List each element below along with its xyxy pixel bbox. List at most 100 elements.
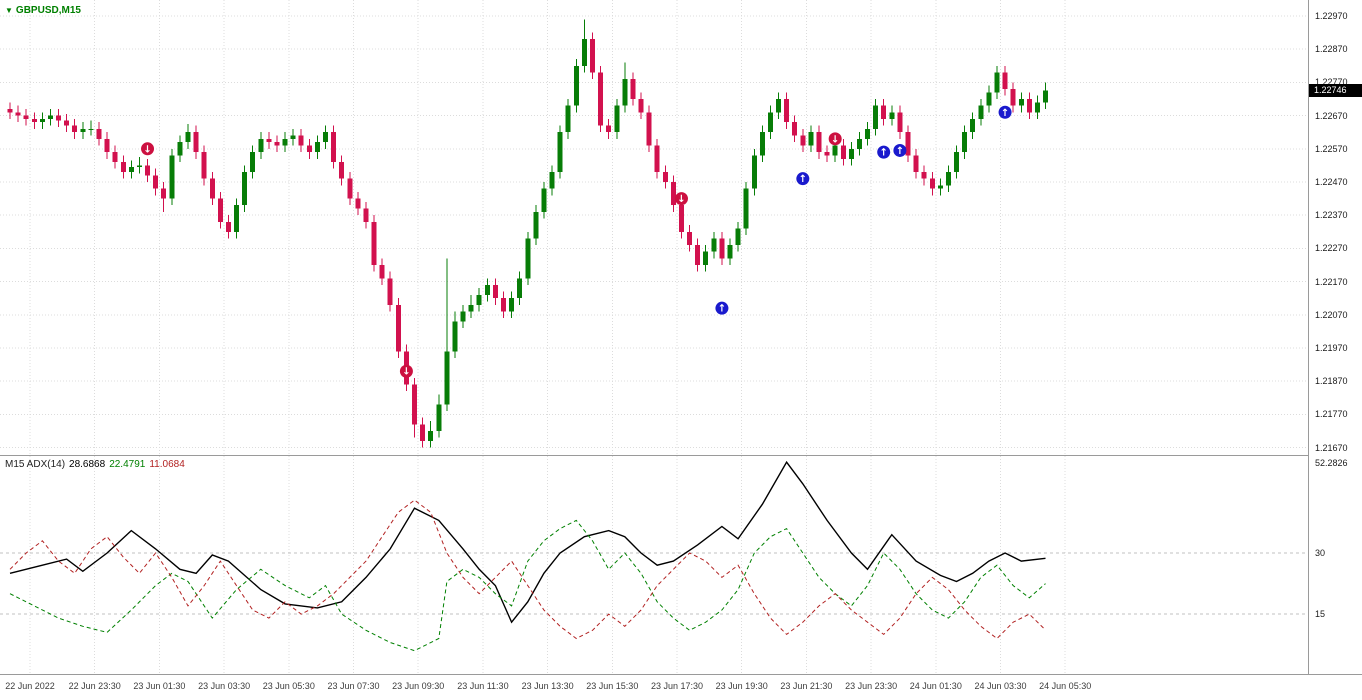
- indicator-plus-di-value: 22.4791: [109, 459, 146, 470]
- candle: [88, 120, 94, 136]
- adx-indicator-canvas[interactable]: [0, 456, 1308, 674]
- time-axis-label: 23 Jun 03:30: [198, 681, 251, 691]
- candle: [484, 278, 490, 302]
- candle: [881, 99, 887, 126]
- candle: [986, 85, 992, 113]
- candle: [56, 108, 62, 128]
- candle: [1034, 95, 1040, 119]
- candle: [719, 231, 725, 265]
- price-axis-separator: [1308, 0, 1309, 674]
- candle: [848, 142, 854, 166]
- candle: [1026, 92, 1032, 119]
- time-axis-label: 23 Jun 07:30: [327, 681, 380, 691]
- symbol-label[interactable]: ▼ GBPUSD,M15: [5, 5, 81, 16]
- candle: [889, 105, 895, 126]
- candle: [201, 145, 207, 186]
- candle: [379, 258, 385, 285]
- candle: [460, 304, 466, 329]
- price-axis-label: 1.22170: [1315, 276, 1348, 287]
- candle: [355, 191, 361, 216]
- candle: [250, 145, 256, 179]
- candle: [670, 175, 676, 212]
- candle: [128, 160, 134, 179]
- pane-separator[interactable]: [0, 455, 1362, 456]
- sell-signal-icon: ↓: [674, 192, 688, 206]
- time-axis-label: 23 Jun 09:30: [392, 681, 445, 691]
- candle: [1010, 82, 1016, 113]
- candle: [323, 125, 329, 149]
- svg-text:↑: ↑: [718, 304, 726, 315]
- candle: [436, 394, 442, 438]
- candle: [145, 158, 151, 182]
- candle: [161, 182, 167, 212]
- candle: [800, 128, 806, 153]
- indicator-adx-value: 28.6868: [69, 459, 106, 470]
- candle: [331, 125, 337, 169]
- candle: [937, 178, 943, 196]
- candle: [678, 198, 684, 239]
- time-axis-label: 24 Jun 05:30: [1039, 681, 1092, 691]
- candle: [727, 238, 733, 265]
- candle: [80, 122, 86, 139]
- time-axis[interactable]: 22 Jun 2022 22 Jun 23:30 23 Jun 01:30 23 Ju…: [0, 675, 1362, 700]
- price-axis[interactable]: 1.22970 1.22870 1.22770 1.22670 1.22570 1.224…: [1309, 0, 1362, 674]
- time-axis-label: 23 Jun 01:30: [133, 681, 186, 691]
- buy-signal-icon: ↑: [877, 145, 891, 159]
- candle: [921, 165, 927, 186]
- buy-signal-icon: ↑: [796, 172, 810, 186]
- candle: [492, 278, 498, 305]
- candle: [954, 145, 960, 179]
- candle: [662, 165, 668, 189]
- time-axis-label: 23 Jun 15:30: [586, 681, 639, 691]
- candle: [420, 417, 426, 448]
- price-axis-label: 1.22070: [1315, 309, 1348, 320]
- svg-text:↑: ↑: [880, 148, 888, 159]
- candle: [606, 118, 612, 139]
- current-price-badge: 1.22746: [1309, 83, 1362, 97]
- candle: [767, 105, 773, 139]
- candle: [945, 165, 951, 192]
- svg-text:↓: ↓: [143, 144, 151, 155]
- price-chart-canvas[interactable]: ↓ ↓ ↓ ↓ ↑ ↑ ↑ ↑ ↑: [0, 0, 1308, 455]
- candle: [209, 172, 215, 206]
- candle: [39, 112, 45, 129]
- candle: [622, 62, 628, 113]
- candle: [64, 113, 70, 133]
- candle: [452, 311, 458, 358]
- candle: [500, 291, 506, 319]
- time-axis-label: 23 Jun 05:30: [262, 681, 315, 691]
- candle: [274, 135, 280, 153]
- symbol-name: GBPUSD,M15: [15, 5, 81, 16]
- candle: [217, 191, 223, 229]
- candle: [290, 128, 296, 146]
- candle: [169, 148, 175, 206]
- time-axis-label: 23 Jun 17:30: [650, 681, 704, 691]
- time-axis-label: 24 Jun 01:30: [909, 681, 962, 691]
- candle: [7, 102, 13, 119]
- candle: [314, 135, 320, 159]
- candle: [614, 99, 620, 139]
- symbol-dropdown-icon[interactable]: ▼: [5, 6, 13, 15]
- candle: [638, 92, 644, 119]
- candle: [412, 377, 417, 438]
- price-axis-label: 1.22570: [1315, 143, 1348, 154]
- candle: [468, 294, 474, 319]
- buy-signal-icon: ↑: [998, 105, 1012, 119]
- buy-signal-icon: ↑: [893, 143, 907, 157]
- candle: [120, 155, 126, 179]
- indicator-axis-label: 15: [1315, 609, 1326, 620]
- candle: [395, 298, 401, 358]
- candle: [258, 132, 264, 159]
- price-axis-label: 1.22870: [1315, 44, 1348, 55]
- candle: [970, 112, 976, 139]
- candle: [776, 92, 782, 119]
- candle: [808, 125, 814, 153]
- candle: [339, 155, 345, 186]
- indicator-axis-label: 30: [1315, 548, 1326, 558]
- price-axis-label: 1.22770: [1315, 77, 1348, 88]
- candle: [646, 105, 652, 153]
- price-axis-label: 1.22970: [1315, 11, 1348, 21]
- svg-text:↑: ↑: [799, 174, 807, 185]
- candle: [687, 225, 693, 252]
- candle: [104, 132, 110, 159]
